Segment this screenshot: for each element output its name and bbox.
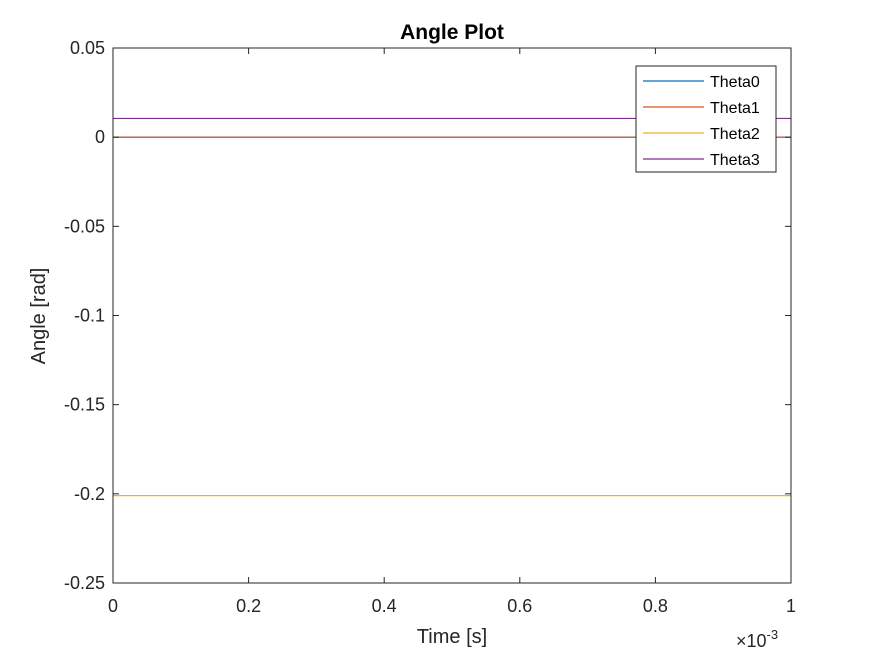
x-tick-label: 0.8 [643,596,668,616]
legend-box [635,65,777,173]
y-axis-label: Angle [rad] [28,268,50,365]
legend-label: Theta2 [710,126,760,143]
x-tick-label: 0.2 [236,596,261,616]
svg-text:×10-3: ×10-3 [736,627,778,651]
x-exponent-base: 10 [747,631,767,651]
x-tick-label: 1 [786,596,796,616]
y-tick-label: 0 [95,127,105,147]
x-tick-label: 0 [108,596,118,616]
x-exponent-multiplier: × [736,631,747,651]
plot-frame [112,47,792,584]
legend-label: Theta3 [710,152,760,169]
y-tick-label: -0.2 [74,484,105,504]
x-axis-label: Time [s] [417,626,487,648]
y-tick-label: 0.05 [70,38,105,58]
legend-label: Theta1 [710,100,760,117]
legend-label: Theta0 [710,74,760,91]
y-tick-label: -0.1 [74,306,105,326]
x-tick-label: 0.6 [507,596,532,616]
x-tick-label: 0.4 [372,596,397,616]
legend: Theta0 Theta1 Theta2 Theta3 [635,65,777,173]
y-tick-label: -0.05 [64,216,105,236]
x-exponent-label: ×10-3 [736,627,778,651]
tick-layer: 0 0.2 0.4 0.6 0.8 1 0.05 0 -0.05 -0.1 -0.15 -0.2 -0.… [64,38,796,616]
y-tick-label: -0.25 [64,573,105,593]
chart-title: Angle Plot [400,21,504,44]
x-exponent-power: -3 [767,627,779,642]
y-tick-label: -0.15 [64,395,105,415]
